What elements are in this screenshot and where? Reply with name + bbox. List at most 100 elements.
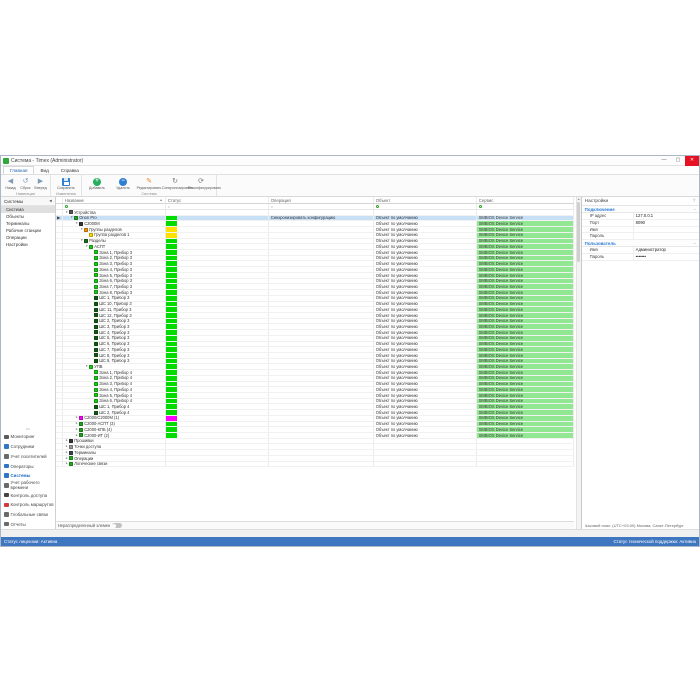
unassigned-default-toggle[interactable] xyxy=(111,523,122,528)
expander-icon[interactable]: ▾ xyxy=(80,238,83,243)
expander-icon[interactable]: ▸ xyxy=(65,461,68,466)
tab-Справка[interactable]: Справка xyxy=(60,168,79,173)
expander-icon[interactable]: ▾ xyxy=(75,221,78,226)
device-row[interactable]: Зона 6, Прибор 4 Объект по умолчанию SMBIO… xyxy=(55,398,574,405)
edit-button[interactable]: ✎ Редактировать xyxy=(136,176,162,190)
device-row[interactable]: ▾ С2000М Объект по умолчанию SMBIOS Device … xyxy=(55,221,574,228)
maximize-button[interactable]: ▢ xyxy=(675,157,681,163)
device-row[interactable]: Зона 3, Прибор 3 Объект по умолчанию SMBIO… xyxy=(55,261,574,268)
module-Системы[interactable]: Системы xyxy=(1,471,55,481)
device-row[interactable]: ▾ Группы разделов Объект по умолчанию SMBIO… xyxy=(55,227,574,233)
device-row[interactable]: ▸ Терминалы xyxy=(55,450,574,456)
setting-value-field[interactable]: 127.0.0.1 xyxy=(635,213,654,218)
device-row[interactable]: ШС 7, Прибор 3 Объект по умолчанию SMBIOS … xyxy=(55,347,574,353)
scroll-up-icon[interactable]: ▲ xyxy=(577,197,581,201)
device-row[interactable]: ▸ Операции xyxy=(55,455,574,462)
device-row[interactable]: ШС 8, Прибор 3 Объект по умолчанию SMBIOS … xyxy=(55,352,574,359)
save-button[interactable]: Сохранить xyxy=(53,176,79,190)
device-row[interactable]: ШС 10, Прибор 3 Объект по умолчанию SMBIOS… xyxy=(55,301,574,308)
expander-icon[interactable]: ▸ xyxy=(75,421,78,426)
device-row[interactable]: ШС 2, Прибор 4 Объект по умолчанию SMBIOS … xyxy=(55,410,574,416)
setting-value-field[interactable]: Администратор xyxy=(635,247,666,253)
module-Глобальные связи[interactable]: Глобальные связи xyxy=(1,510,55,520)
settings-group-Пользователь[interactable]: Пользователь − xyxy=(581,240,699,248)
collapse-group-icon[interactable]: − xyxy=(693,241,696,247)
delete-button[interactable]: − Удалить xyxy=(110,176,136,190)
device-row[interactable]: ▾ АСПТ Объект по умолчанию SMBIOS Device Se… xyxy=(55,244,574,251)
close-button[interactable]: ✕ xyxy=(685,156,699,166)
device-row[interactable]: ▸ Точки доступа xyxy=(55,444,574,451)
sync-button[interactable]: ↻ Синхронизировать xyxy=(162,176,193,190)
expander-icon[interactable]: ▸ xyxy=(65,450,68,454)
pin-icon[interactable]: ⊤ xyxy=(692,198,696,203)
expander-icon[interactable]: ▸ xyxy=(75,427,78,431)
device-row[interactable]: Зона 6, Прибор 3 Объект по умолчанию SMBIO… xyxy=(55,278,574,285)
device-row[interactable]: ▶ ▾ Orion Pro Синхронизировать конфигурацию… xyxy=(55,215,574,222)
device-row[interactable]: ▸ С2000-АСПТ (3) Объект по умолчанию SMBIOS… xyxy=(55,421,574,428)
expander-icon[interactable]: ▸ xyxy=(65,438,68,443)
device-row[interactable]: ШС 1, Прибор 3 Объект по умолчанию SMBIOS … xyxy=(55,295,574,302)
filter-cell[interactable] xyxy=(63,204,166,209)
expander-icon[interactable]: ▾ xyxy=(85,244,88,248)
device-row[interactable]: Зона 8, Прибор 3 Объект по умолчанию SMBIO… xyxy=(55,290,574,296)
device-row[interactable]: ШС 1, Прибор 4 Объект по умолчанию SMBIOS … xyxy=(55,404,574,411)
device-row[interactable]: Зона 3, Прибор 4 Объект по умолчанию SMBIO… xyxy=(55,381,574,388)
forward-button[interactable]: ▶ Вперед xyxy=(33,176,48,190)
device-row[interactable]: Группа разделов 1 Объект по умолчанию SMBI… xyxy=(55,232,574,239)
device-row[interactable]: ШС 11, Прибор 3 Объект по умолчанию SMBIOS… xyxy=(55,307,574,313)
device-row[interactable]: ▸ С2000-КПБ (4) Объект по умолчанию SMBIOS … xyxy=(55,427,574,434)
expander-icon[interactable]: ▾ xyxy=(85,364,88,369)
sidebar-item-Рабочие станции[interactable]: Рабочие станции xyxy=(6,228,41,233)
column-header-Название[interactable]: Название ▲ xyxy=(63,197,166,203)
device-row[interactable]: ▸ С2000-ИТ (2) Объект по умолчанию SMBIOS D… xyxy=(55,433,574,439)
scrollbar-thumb[interactable] xyxy=(577,202,581,262)
expander-icon[interactable]: ▸ xyxy=(75,415,78,420)
device-row[interactable]: Зона 2, Прибор 3 Объект по умолчанию SMBIO… xyxy=(55,255,574,262)
setting-value-field[interactable]: 8090 xyxy=(635,219,645,225)
device-row[interactable]: Зона 4, Прибор 4 Объект по умолчанию SMBIO… xyxy=(55,387,574,393)
device-row[interactable]: Зона 4, Прибор 3 Объект по умолчанию SMBIO… xyxy=(55,267,574,273)
device-row[interactable]: ▾ УПВ Объект по умолчанию SMBIOS Device Ser… xyxy=(55,364,574,371)
setting-value-field[interactable]: ••••••• xyxy=(635,253,646,259)
filter-cell[interactable]: = xyxy=(166,204,269,209)
column-header-Сервис[interactable]: Сервис xyxy=(477,197,574,203)
device-row[interactable]: ШС 6, Прибор 3 Объект по умолчанию SMBIOS … xyxy=(55,341,574,348)
column-header-Статус[interactable]: Статус xyxy=(166,197,269,203)
module-Учет рабочего времени[interactable]: Учет рабочего времени xyxy=(1,480,55,490)
grid-vertical-scrollbar[interactable]: ▲ xyxy=(575,197,581,529)
sidebar-item-Система[interactable]: Система xyxy=(1,206,55,213)
device-row[interactable]: Зона 7, Прибор 3 Объект по умолчанию SMBIO… xyxy=(55,284,574,291)
tab-Главная[interactable]: Главная xyxy=(3,166,35,174)
sidebar-item-Настройки[interactable]: Настройки xyxy=(6,242,28,247)
module-Сотрудники[interactable]: Сотрудники xyxy=(1,442,55,452)
module-Учет посетителей[interactable]: Учет посетителей xyxy=(1,452,55,462)
device-row[interactable]: Зона 5, Прибор 4 Объект по умолчанию SMBIO… xyxy=(55,393,574,399)
device-row[interactable]: ШС 12, Прибор 3 Объект по умолчанию SMBIOS… xyxy=(55,312,574,319)
minimize-button[interactable]: — xyxy=(661,157,667,163)
setting-value-field[interactable] xyxy=(634,233,699,239)
expander-icon[interactable]: ▸ xyxy=(65,455,68,460)
filter-cell[interactable]: = xyxy=(269,204,374,209)
sidebar-item-Терминалы[interactable]: Терминалы xyxy=(6,221,30,226)
tab-Вид[interactable]: Вид xyxy=(40,168,49,173)
device-row[interactable]: ▸ Прошивки xyxy=(55,438,574,445)
device-row[interactable]: Зона 2, Прибор 4 Объект по умолчанию SMBIO… xyxy=(55,375,574,382)
module-Контроль маршрутов[interactable]: Контроль маршрутов xyxy=(1,500,55,510)
device-row[interactable]: ШС 5, Прибор 3 Объект по умолчанию SMBIOS … xyxy=(55,335,574,342)
filter-cell[interactable] xyxy=(477,204,574,209)
reconfig-button[interactable]: ⟳ Реконфигурировать xyxy=(188,176,221,190)
device-row[interactable]: ШС 2, Прибор 3 Объект по умолчанию SMBIOS … xyxy=(55,318,574,325)
collapse-group-icon[interactable]: − xyxy=(693,207,696,212)
device-row[interactable]: ШС 9, Прибор 3 Объект по умолчанию SMBIOS … xyxy=(55,358,574,365)
add-button[interactable]: + Добавить xyxy=(84,176,110,190)
expander-icon[interactable]: ▾ xyxy=(70,215,73,220)
column-header-Операция[interactable]: Операция xyxy=(269,197,374,203)
expander-icon[interactable]: ▾ xyxy=(65,210,68,214)
column-header-Объект[interactable]: Объект xyxy=(374,197,477,203)
reset-button[interactable]: ↺ Сброс xyxy=(18,176,33,190)
expander-icon[interactable]: ▸ xyxy=(75,433,78,437)
collapse-panel-icon[interactable]: ◂ xyxy=(49,198,52,203)
filter-cell[interactable] xyxy=(374,204,477,209)
back-button[interactable]: ◀ Назад xyxy=(3,176,18,190)
device-row[interactable]: ▾ Устройства xyxy=(55,210,574,216)
